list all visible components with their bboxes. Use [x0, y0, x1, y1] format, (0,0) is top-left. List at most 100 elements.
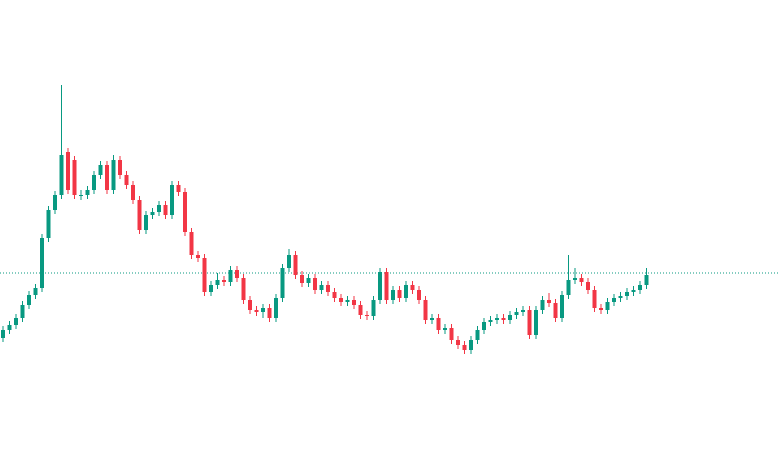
candle-body	[339, 298, 343, 302]
candle-body	[332, 292, 337, 298]
candle-body	[326, 285, 330, 292]
candle-body	[365, 315, 369, 316]
candle-body	[228, 270, 233, 282]
candle-body	[163, 205, 168, 215]
candle-body	[124, 175, 129, 185]
candle-body	[241, 278, 246, 300]
candle-body	[254, 310, 259, 312]
candle-body	[306, 278, 311, 283]
candle-body	[547, 300, 551, 303]
candle-body	[560, 295, 564, 318]
candle-body	[352, 300, 356, 305]
candle-body	[66, 152, 70, 190]
candle-body	[85, 190, 90, 195]
candle-body	[527, 310, 532, 335]
candle-body	[170, 185, 174, 215]
candle-body	[436, 318, 441, 330]
candle-body	[410, 285, 415, 290]
candle-body	[157, 205, 161, 212]
candle-body	[638, 285, 642, 290]
candle-body	[553, 303, 558, 318]
candle-body	[592, 290, 597, 308]
candle-body	[27, 295, 31, 305]
candle-body	[40, 238, 44, 288]
candle-body	[215, 280, 220, 285]
candle-body	[150, 212, 155, 215]
candle-body	[313, 278, 317, 290]
candle-body	[644, 275, 649, 285]
candle-body	[235, 270, 239, 278]
candle-body	[612, 298, 616, 302]
candle-body	[14, 318, 18, 325]
candle-body	[293, 255, 298, 275]
candle-body	[573, 278, 577, 280]
candle-body	[105, 165, 109, 190]
candle-body	[456, 340, 460, 345]
candle-body	[202, 258, 207, 292]
candle-body	[501, 318, 506, 320]
candle-body	[371, 300, 376, 316]
candle-body	[514, 312, 519, 315]
candle-body	[274, 298, 278, 318]
candle-body	[196, 255, 200, 258]
candle-body	[261, 308, 265, 312]
candle-body	[7, 325, 12, 330]
candle-body	[300, 275, 304, 283]
candle-body	[144, 215, 148, 230]
candle-body	[417, 290, 421, 300]
candle-body	[33, 288, 38, 295]
candle-body	[618, 296, 623, 298]
candle-body	[111, 160, 116, 190]
candle-body	[183, 192, 187, 232]
candle-body	[176, 185, 181, 192]
candle-body	[430, 318, 434, 320]
candle-body	[397, 290, 402, 298]
candle-body	[488, 320, 493, 322]
candle-body	[1, 330, 5, 338]
candle-body	[118, 160, 122, 175]
candle-body	[449, 328, 454, 340]
candle-body	[605, 302, 610, 310]
candle-body	[287, 255, 291, 268]
candle-body	[391, 290, 395, 300]
candle-body	[378, 272, 382, 300]
candle-body	[579, 278, 584, 282]
candle-body	[267, 308, 272, 318]
candle-body	[209, 285, 213, 292]
candle-body	[131, 185, 135, 200]
candle-body	[384, 272, 389, 300]
candle-body	[631, 290, 636, 292]
candle-body	[248, 300, 252, 310]
candle-body	[98, 165, 103, 175]
candle-body	[20, 305, 25, 318]
candle-body	[404, 285, 408, 298]
candle-body	[358, 305, 363, 315]
candle-body	[475, 330, 480, 340]
candle-body	[345, 300, 350, 302]
candle-body	[540, 300, 545, 310]
candle-body	[53, 195, 57, 210]
candle-body	[495, 318, 499, 320]
candle-body	[599, 308, 603, 310]
candle-body	[280, 268, 285, 298]
candle-body	[92, 175, 96, 190]
candle-body	[534, 310, 538, 335]
candle-body	[508, 315, 512, 320]
candle-body	[443, 328, 447, 330]
candle-body	[423, 300, 428, 320]
candle-body	[319, 285, 324, 290]
candle-body	[625, 292, 629, 296]
candle-body	[72, 160, 77, 195]
candle-body	[521, 310, 525, 312]
candle-body	[79, 195, 83, 196]
candle-body	[59, 155, 64, 195]
candle-body	[482, 322, 486, 330]
candle-body	[46, 210, 51, 238]
candle-body	[566, 280, 571, 295]
candle-body	[469, 340, 473, 350]
candle-body	[462, 345, 467, 350]
candle-body	[222, 280, 226, 282]
candle-body	[189, 232, 194, 255]
candle-body	[586, 282, 590, 290]
